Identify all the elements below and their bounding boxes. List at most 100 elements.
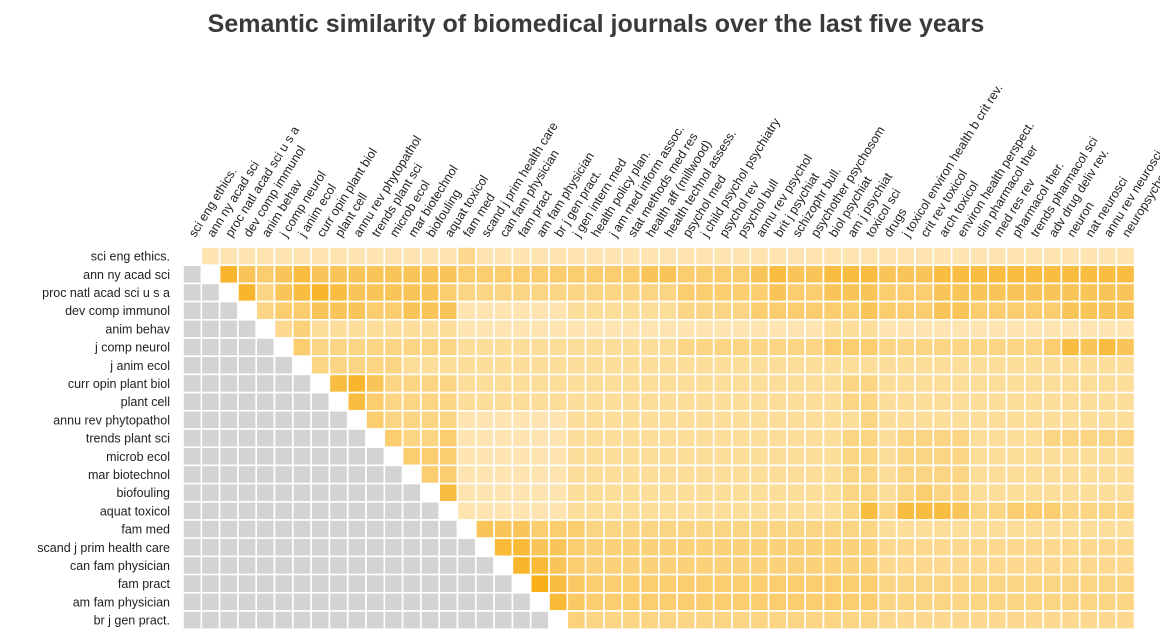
heatmap-cell-r8-c42 [950, 391, 971, 412]
heatmap-cell-r7-c14 [438, 373, 459, 394]
heatmap-cell-r12-c31 [749, 464, 770, 485]
heatmap-cell-r19-c7 [310, 591, 331, 612]
heatmap-cell-r0-c13 [420, 246, 440, 267]
heatmap-cell-r14-c18 [511, 500, 532, 521]
heatmap-cell-r12-c14 [438, 464, 459, 485]
heatmap-cell-r20-c39 [895, 610, 916, 631]
heatmap-cell-r6-c48 [1060, 355, 1081, 376]
heatmap-cell-r13-c31 [749, 482, 770, 503]
heatmap-cell-r8-c30 [731, 391, 752, 412]
heatmap-cell-r8-c16 [474, 391, 495, 412]
heatmap-cell-r10-c26 [657, 428, 678, 449]
heatmap-cell-r19-c41 [932, 591, 953, 612]
heatmap-cell-r1-c30 [731, 264, 752, 285]
heatmap-cell-r10-c2 [218, 428, 239, 449]
heatmap-cell-r5-c48 [1060, 337, 1081, 358]
heatmap-cell-r2-c27 [676, 282, 697, 303]
heatmap-cell-r16-c5 [273, 537, 294, 558]
heatmap-cell-r17-c15 [456, 555, 477, 576]
heatmap-cell-r15-c14 [438, 519, 459, 540]
heatmap-cell-r20-c11 [383, 610, 404, 631]
heatmap-cell-r12-c29 [712, 464, 733, 485]
heatmap-cell-r18-c33 [786, 573, 807, 594]
heatmap-cell-r14-c46 [1024, 500, 1044, 521]
heatmap-cell-r10-c5 [273, 428, 294, 449]
heatmap-cell-r0-c16 [474, 246, 495, 267]
heatmap-cell-r7-c19 [529, 373, 550, 394]
heatmap-cell-r18-c13 [420, 573, 440, 594]
heatmap-cell-r11-c49 [1078, 446, 1099, 467]
row-label: scand j prim health care [37, 541, 170, 555]
heatmap-cell-r6-c32 [767, 355, 788, 376]
heatmap-cell-r11-c9 [346, 446, 367, 467]
heatmap-cell-r9-c29 [712, 409, 733, 430]
heatmap-cell-r15-c6 [291, 519, 312, 540]
heatmap-cell-r0-c23 [603, 246, 624, 267]
heatmap-cell-r7-c18 [511, 373, 532, 394]
heatmap-cell-r4-c46 [1024, 318, 1044, 339]
heatmap-cell-r8-c28 [694, 391, 715, 412]
heatmap-cell-r8-c27 [676, 391, 697, 412]
heatmap-cell-r18-c10 [365, 573, 386, 594]
heatmap-cell-r18-c37 [859, 573, 880, 594]
heatmap-cell-r19-c27 [676, 591, 697, 612]
heatmap-cell-r20-c16 [474, 610, 495, 631]
heatmap-cell-r3-c42 [950, 300, 971, 321]
heatmap-cell-r0-c40 [914, 246, 935, 267]
heatmap-cell-r7-c12 [401, 373, 422, 394]
heatmap-cell-r4-c41 [932, 318, 953, 339]
heatmap-cell-r15-c28 [694, 519, 715, 540]
heatmap-cell-r14-c5 [273, 500, 294, 521]
heatmap-cell-r11-c22 [584, 446, 605, 467]
heatmap-cell-r19-c47 [1042, 591, 1063, 612]
heatmap-cell-r18-c35 [822, 573, 843, 594]
heatmap-cell-r5-c35 [822, 337, 843, 358]
heatmap-cell-r2-c34 [804, 282, 825, 303]
heatmap-cell-r17-c24 [621, 555, 642, 576]
heatmap-cell-r10-c7 [310, 428, 331, 449]
heatmap-cell-r20-c7 [310, 610, 331, 631]
heatmap-cell-r18-c32 [767, 573, 788, 594]
row-label: ann ny acad sci [83, 268, 170, 282]
heatmap-cell-r8-c46 [1024, 391, 1044, 412]
heatmap-cell-r2-c25 [639, 282, 660, 303]
heatmap-cell-r19-c46 [1024, 591, 1044, 612]
heatmap-cell-r6-c43 [969, 355, 990, 376]
heatmap-cell-r9-c19 [529, 409, 550, 430]
heatmap-cell-r13-c19 [529, 482, 550, 503]
heatmap-cell-r15-c2 [218, 519, 239, 540]
heatmap-cell-r14-c15 [456, 500, 477, 521]
heatmap-cell-r11-c17 [493, 446, 514, 467]
heatmap-cell-r8-c38 [877, 391, 898, 412]
heatmap-cell-r15-c3 [237, 519, 257, 540]
heatmap-cell-r0-c36 [840, 246, 861, 267]
heatmap-cell-r8-c1 [200, 391, 221, 412]
heatmap-cell-r2-c50 [1097, 282, 1118, 303]
heatmap-cell-r6-c17 [493, 355, 514, 376]
heatmap-cell-r18-c45 [1005, 573, 1026, 594]
heatmap-cell-r6-c24 [621, 355, 642, 376]
heatmap-cell-r2-c1 [200, 282, 221, 303]
heatmap-cell-r4-c13 [420, 318, 440, 339]
heatmap-cell-r12-c39 [895, 464, 916, 485]
heatmap-cell-r15-c9 [346, 519, 367, 540]
heatmap-cell-r14-c1 [200, 500, 221, 521]
heatmap-cell-r20-c15 [456, 610, 477, 631]
heatmap-cell-r0-c45 [1005, 246, 1026, 267]
heatmap-cell-r7-c5 [273, 373, 294, 394]
heatmap-cell-r16-c15 [456, 537, 477, 558]
heatmap-cell-r4-c14 [438, 318, 459, 339]
heatmap-cell-r18-c4 [255, 573, 276, 594]
heatmap-cell-r0-c30 [731, 246, 752, 267]
heatmap-cell-r12-c23 [603, 464, 624, 485]
heatmap-cell-r19-c0 [182, 591, 203, 612]
chart-title: Semantic similarity of biomedical journa… [207, 10, 985, 38]
heatmap-cell-r1-c2 [218, 264, 239, 285]
heatmap-cell-r16-c13 [420, 537, 440, 558]
heatmap-cell-r14-c0 [182, 500, 203, 521]
heatmap-cell-r19-c15 [456, 591, 477, 612]
heatmap-cell-r0-c31 [749, 246, 770, 267]
heatmap-cell-r10-c42 [950, 428, 971, 449]
heatmap-cell-r13-c9 [346, 482, 367, 503]
heatmap-cell-r14-c12 [401, 500, 422, 521]
